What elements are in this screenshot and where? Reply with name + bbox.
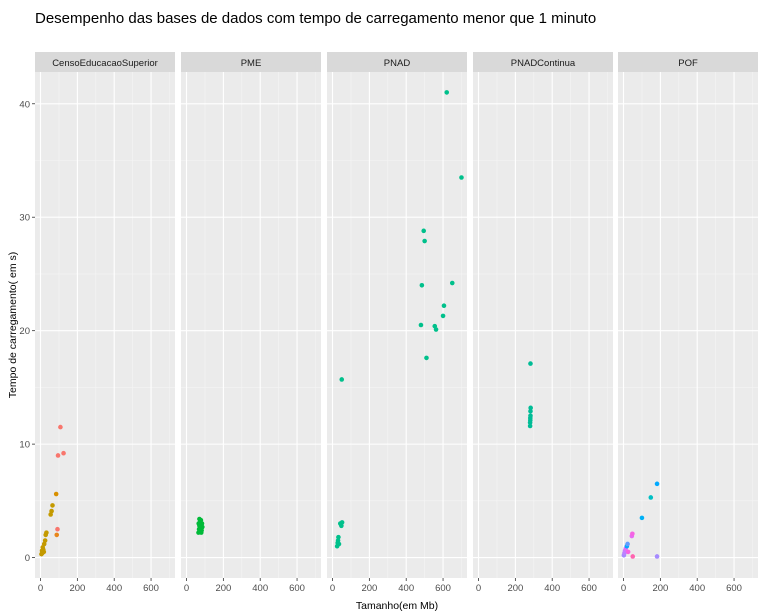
panel-background-PNAD	[327, 72, 467, 578]
data-point	[42, 538, 48, 543]
y-tick-label: 40	[19, 99, 30, 110]
data-point	[41, 549, 47, 555]
data-point	[339, 520, 345, 525]
data-point	[53, 491, 59, 497]
chart-title: Desempenho das bases de dados com tempo …	[35, 10, 597, 27]
x-tick-label: 400	[106, 583, 122, 594]
facet-strip-PNAD	[327, 52, 467, 72]
x-tick-label: 0	[38, 583, 43, 594]
data-point	[58, 424, 63, 430]
data-point	[49, 508, 54, 514]
data-point	[528, 408, 533, 414]
data-point	[418, 322, 424, 328]
x-tick-label: 200	[215, 583, 231, 594]
facet-strip-CensoEducacaoSuperior	[35, 52, 175, 72]
facet-strip-POF	[618, 52, 758, 72]
x-tick-label: 0	[184, 583, 189, 594]
data-point	[433, 327, 439, 332]
facet-label-POF: POF	[678, 58, 698, 69]
panel-background-PNADContinua	[473, 72, 613, 578]
x-tick-label: 0	[621, 583, 626, 594]
data-point	[50, 503, 55, 508]
data-point	[459, 175, 464, 180]
data-point	[200, 524, 205, 530]
facet-strip-PNADContinua	[473, 52, 613, 72]
data-point	[444, 90, 450, 95]
data-point	[449, 280, 455, 286]
x-tick-label: 200	[69, 583, 85, 594]
x-tick-label: 600	[726, 583, 742, 594]
data-point	[625, 549, 631, 555]
data-point	[199, 521, 205, 526]
facet-label-CensoEducacaoSuperior: CensoEducacaoSuperior	[52, 58, 158, 69]
x-tick-label: 400	[252, 583, 268, 594]
data-point	[196, 521, 201, 526]
data-point	[421, 228, 427, 234]
data-point	[639, 515, 645, 521]
panel-background-PME	[181, 72, 321, 578]
x-tick-label: 600	[581, 583, 597, 594]
facet-label-PNAD: PNAD	[384, 58, 411, 69]
data-point	[441, 303, 447, 309]
facet-label-PME: PME	[241, 58, 262, 69]
x-tick-label: 200	[507, 583, 523, 594]
data-point	[528, 361, 533, 366]
data-point	[55, 526, 60, 532]
data-point	[419, 282, 425, 288]
data-point	[527, 423, 533, 429]
data-point	[625, 541, 630, 547]
y-tick-label: 10	[19, 440, 30, 451]
data-point	[339, 377, 345, 382]
data-point	[440, 313, 446, 319]
data-point	[54, 532, 60, 538]
data-point	[44, 530, 49, 535]
data-point	[654, 481, 660, 487]
data-point	[197, 516, 202, 522]
data-point	[198, 530, 204, 535]
x-tick-label: 600	[289, 583, 305, 594]
panel-background-POF	[618, 72, 758, 578]
x-tick-label: 400	[689, 583, 705, 594]
x-tick-label: 400	[544, 583, 560, 594]
data-point	[61, 450, 66, 456]
data-point	[528, 413, 533, 419]
y-tick-label: 0	[25, 553, 30, 564]
y-tick-label: 20	[19, 326, 30, 337]
facet-strip-PME	[181, 52, 321, 72]
data-point	[422, 238, 427, 244]
x-axis-title: Tamanho(em Mb)	[356, 600, 438, 612]
data-point	[630, 554, 636, 559]
y-axis-title: Tempo de carregamento( em s)	[7, 252, 19, 398]
data-point	[55, 453, 61, 458]
x-tick-label: 400	[398, 583, 414, 594]
data-point	[630, 531, 635, 537]
y-tick-label: 30	[19, 213, 30, 224]
data-point	[336, 541, 342, 547]
data-point	[654, 554, 660, 559]
x-tick-label: 200	[652, 583, 668, 594]
x-tick-label: 0	[330, 583, 335, 594]
data-point	[648, 495, 654, 500]
facet-label-PNADContinua: PNADContinua	[511, 58, 576, 69]
x-tick-label: 200	[361, 583, 377, 594]
data-point	[336, 534, 341, 540]
data-point	[528, 405, 533, 411]
data-point	[424, 355, 429, 361]
x-tick-label: 0	[476, 583, 481, 594]
x-tick-label: 600	[435, 583, 451, 594]
panel-background-CensoEducacaoSuperior	[35, 72, 175, 578]
x-tick-label: 600	[143, 583, 159, 594]
